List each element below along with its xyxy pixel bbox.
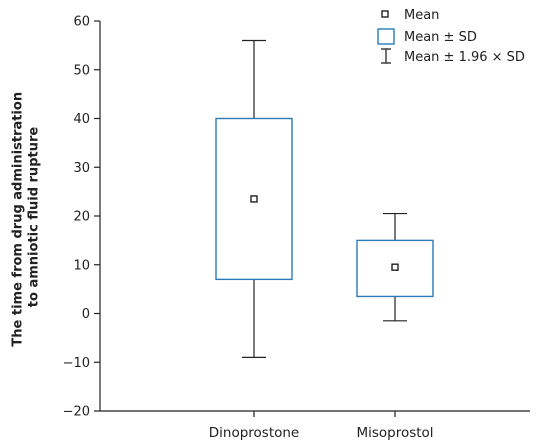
box-misoprostol [356,212,434,322]
x-axis: Dinoprostone Misoprostol [100,410,530,441]
legend-sd-label: Mean ± SD [404,30,477,45]
legend-whisker-label: Mean ± 1.96 × SD [404,50,525,65]
y-tick-label: −20 [63,405,90,420]
legend-sd-box [377,28,395,45]
y-tick-label: 30 [73,161,90,176]
legend-mean-marker [381,10,389,18]
y-tick-label: 40 [73,112,90,127]
legend-whisker-icon [381,48,391,64]
mean-marker [250,195,258,203]
y-tick-label: 0 [82,307,90,322]
y-tick-label: 50 [73,63,90,78]
legend: Mean Mean ± SD Mean ± 1.96 × SD [377,8,525,65]
y-tick-label: 10 [73,258,90,273]
mean-marker [391,263,399,271]
y-axis: −20 −10 0 10 20 30 40 50 60 [63,15,101,420]
y-axis-label-line-2: to amniotic fluid rupture [27,127,42,308]
x-tick-label: Dinoprostone [209,425,300,441]
y-axis-label-line-1: The time from drug administration [10,92,25,347]
y-axis-label: The time from drug administration to amn… [10,87,41,346]
y-tick-label: 20 [73,210,90,225]
x-tick-label: Misoprostol [356,425,433,441]
y-tick-label: 60 [73,15,90,30]
box-series [215,39,434,358]
legend-mean-label: Mean [404,8,439,23]
y-tick-label: −10 [63,356,90,371]
box-dinoprostone [215,39,293,358]
